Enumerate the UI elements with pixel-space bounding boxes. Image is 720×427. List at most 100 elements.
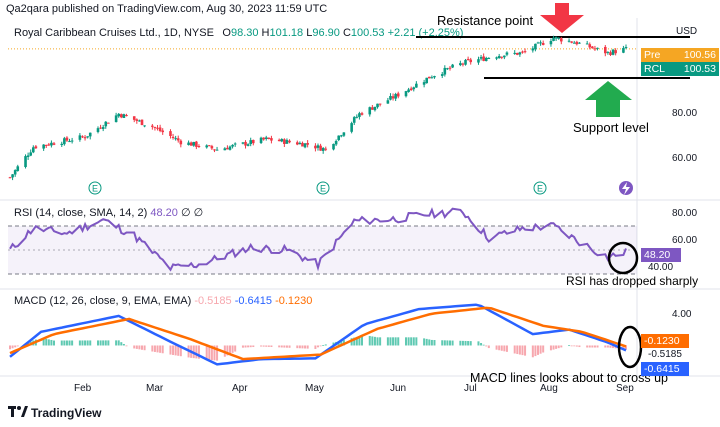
candle-body	[280, 138, 284, 142]
candle-body	[371, 107, 374, 110]
macd-histogram-bar	[573, 345, 576, 347]
macd-histogram-bar	[560, 345, 563, 348]
time-tick: Aug	[540, 383, 558, 394]
candle-body	[585, 43, 589, 45]
candle-body	[342, 132, 346, 136]
time-tick: Mar	[146, 383, 164, 394]
macd-histogram-bar	[161, 345, 164, 354]
macd-histogram-bar	[397, 337, 400, 346]
macd-histogram-bar	[332, 342, 335, 346]
macd-histogram-bar	[172, 345, 175, 355]
macd-histogram-bar	[234, 345, 237, 352]
candle-body	[24, 156, 27, 168]
macd-histogram-bar	[555, 345, 558, 349]
candle-body	[215, 149, 219, 151]
candle-body	[288, 140, 291, 143]
time-tick: May	[305, 383, 324, 394]
candle-body	[557, 37, 561, 39]
candle-body	[578, 42, 581, 44]
candle-body	[81, 136, 84, 138]
macd-histogram-bar	[216, 345, 219, 361]
candle-body	[515, 52, 519, 55]
macd-histogram-bar	[368, 335, 371, 346]
candle-body	[391, 96, 395, 99]
candle-body	[60, 143, 64, 146]
candle-body	[262, 137, 265, 140]
macd-histogram-bar	[534, 345, 537, 357]
tradingview-logo-icon	[8, 406, 28, 417]
macd-histogram-bar	[285, 345, 288, 348]
macd-histogram-bar	[65, 340, 68, 346]
macd-histogram-bar	[231, 345, 234, 353]
macd-histogram-bar	[278, 345, 281, 348]
candle-body	[143, 125, 146, 127]
candle-body	[104, 121, 108, 127]
macd-histogram-bar	[604, 345, 607, 348]
macd-histogram-bar	[262, 345, 265, 347]
candle-body	[352, 117, 356, 123]
candle-body	[31, 147, 35, 153]
candle-body	[386, 100, 390, 104]
candle-body	[451, 64, 454, 68]
macd-histogram-bar	[304, 345, 307, 349]
macd-circle-highlight	[617, 325, 643, 369]
macd-histogram-bar	[389, 337, 392, 346]
macd-histogram-bar	[288, 345, 291, 348]
candle-body	[161, 130, 165, 133]
macd-histogram-bar	[386, 337, 389, 346]
candle-body	[433, 76, 436, 78]
rsi-line	[9, 207, 627, 272]
macd-histogram-bar	[433, 340, 436, 346]
macd-histogram-bar	[53, 340, 55, 346]
candle-body	[316, 145, 320, 148]
macd-histogram-bar	[86, 340, 89, 346]
macd-histogram-bar	[283, 345, 286, 348]
pre-market-tag: Pre 100.56	[641, 48, 719, 62]
macd-histogram-bar	[428, 339, 431, 346]
macd-histogram-bar	[482, 344, 485, 346]
svg-text:E: E	[537, 184, 543, 194]
candle-body	[226, 147, 229, 150]
candle-body	[29, 152, 33, 156]
candle-body	[44, 144, 48, 146]
macd-histogram-bar	[591, 345, 594, 348]
candle-body	[396, 93, 400, 97]
macd-histogram	[9, 335, 627, 361]
macd-histogram-bar	[353, 337, 356, 346]
candle-body	[153, 127, 157, 129]
macd-histogram-bar	[557, 345, 560, 349]
macd-histogram-bar	[596, 345, 599, 348]
candle-body	[50, 142, 53, 146]
svg-text:E: E	[320, 184, 326, 194]
publish-text: Qa2qara published on TradingView.com, Au…	[6, 3, 328, 15]
candle-body	[213, 149, 216, 151]
macd-histogram-bar	[138, 345, 141, 350]
candle-body	[425, 77, 429, 84]
macd-histogram-bar	[612, 345, 615, 349]
macd-histogram-bar	[430, 339, 433, 346]
macd-histogram-bar	[622, 345, 625, 350]
macd-histogram-bar	[213, 345, 216, 361]
macd-histogram-bar	[570, 345, 573, 347]
candle-body	[174, 138, 177, 140]
candle-body	[241, 142, 245, 144]
macd-histogram-bar	[449, 340, 451, 346]
macd-histogram-bar	[423, 338, 426, 346]
candle-body	[570, 41, 573, 43]
candle-body	[270, 138, 273, 141]
candle-body	[427, 76, 431, 79]
candle-body	[52, 143, 56, 145]
candle-body	[13, 170, 17, 175]
macd-histogram-bar	[441, 340, 444, 346]
macd-histogram-bar	[500, 345, 503, 351]
candle-body	[132, 116, 136, 120]
macd-histogram-bar	[464, 340, 467, 346]
macd-histogram-bar	[99, 340, 102, 346]
macd-histogram-bar	[143, 345, 146, 351]
time-tick: Apr	[232, 383, 248, 394]
candle-body	[246, 144, 250, 146]
candle-body	[117, 113, 121, 117]
candle-body	[285, 140, 289, 144]
candle-body	[283, 139, 286, 144]
